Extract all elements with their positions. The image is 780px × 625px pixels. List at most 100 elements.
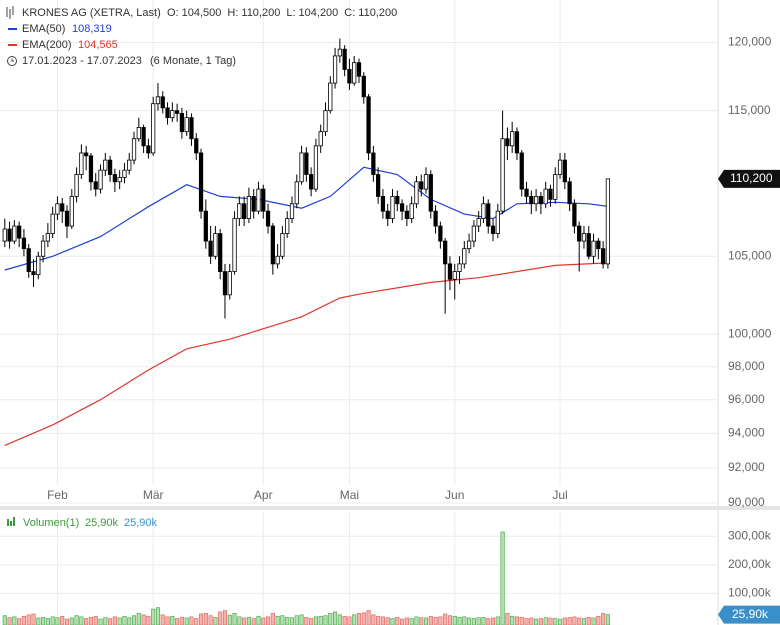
- candle-body: [251, 196, 256, 212]
- legend-value: 104,565: [78, 39, 118, 51]
- volume-bar: [98, 618, 103, 625]
- candle-body: [146, 145, 151, 154]
- candle-body: [361, 75, 366, 98]
- volume-bar: [323, 615, 328, 625]
- volume-bar: [423, 617, 429, 625]
- candle-body: [131, 138, 137, 161]
- grid: [0, 0, 718, 625]
- candle-body: [486, 203, 491, 227]
- candle-body: [55, 203, 60, 215]
- volume-bar: [189, 616, 194, 625]
- candle-body: [17, 225, 22, 239]
- candle-body: [237, 203, 242, 219]
- y-tick-label: 120,000: [728, 35, 772, 49]
- volume-bar: [304, 617, 309, 625]
- candle-body: [21, 237, 27, 250]
- volume-bar: [179, 617, 184, 625]
- candle-body: [198, 152, 204, 212]
- candle-body: [385, 210, 390, 219]
- candle-body: [103, 159, 108, 171]
- candle-body: [438, 225, 443, 242]
- candle-body: [433, 210, 438, 227]
- volume-bar: [390, 618, 395, 625]
- volume-bar: [457, 617, 462, 625]
- candle-body: [256, 188, 261, 212]
- volume-bar: [103, 617, 108, 625]
- volume-bar: [84, 618, 89, 625]
- candle-body: [261, 188, 266, 212]
- candle-body: [289, 203, 295, 219]
- x-tick-label: Mär: [143, 488, 164, 502]
- volume-bar: [261, 617, 266, 625]
- volume-bar: [108, 618, 113, 625]
- volume-bar: [165, 616, 170, 625]
- candle-body: [462, 248, 467, 265]
- y-tick-label: 100,000: [728, 327, 772, 341]
- volume-label: Volumen(1): [23, 517, 79, 529]
- marks: [2, 38, 611, 625]
- volume-bar: [285, 617, 290, 625]
- candle-body: [519, 152, 524, 190]
- candle-body: [366, 96, 371, 154]
- volume-bar: [299, 614, 304, 625]
- legend-value: 108,319: [72, 23, 112, 35]
- volume-badge-label: 25,90k: [732, 607, 769, 621]
- volume-bar: [17, 618, 22, 625]
- clock-hand: [11, 58, 14, 62]
- candle-body: [332, 55, 338, 84]
- volume-bar: [419, 617, 424, 625]
- candle-body: [79, 152, 84, 175]
- x-tick-label: Jul: [552, 488, 567, 502]
- candle-body: [189, 117, 194, 140]
- candle-body: [151, 103, 156, 154]
- candle-body: [342, 48, 347, 70]
- volume-bar: [184, 617, 189, 625]
- volume-bar: [591, 617, 596, 625]
- volume-bar: [433, 617, 438, 625]
- candle-body: [404, 210, 409, 219]
- x-tick-label: Mai: [340, 488, 359, 502]
- candle-body: [160, 96, 165, 109]
- ohlc-value: 104,200: [299, 7, 339, 19]
- candle-body: [203, 210, 208, 242]
- candle-body: [347, 69, 352, 84]
- volume-bar: [50, 616, 55, 625]
- candle-body: [390, 196, 395, 219]
- y-tick-label: 105,000: [728, 248, 772, 262]
- volume-bar: [237, 616, 242, 625]
- volume-bar: [309, 618, 314, 625]
- candle-body: [447, 263, 453, 280]
- volume-bar: [352, 614, 357, 625]
- candle-body: [280, 233, 285, 257]
- volume-bar: [74, 615, 79, 625]
- volume-tick-label: 200,00k: [728, 557, 772, 571]
- candle-body: [476, 218, 481, 227]
- candle-body: [452, 271, 457, 280]
- candle-body: [309, 174, 314, 190]
- volume-value: 25,90k: [124, 517, 158, 529]
- candle-body: [376, 174, 381, 197]
- candle-body: [184, 117, 189, 133]
- candle-body: [50, 213, 55, 234]
- candle-body: [371, 152, 376, 175]
- candle-body: [74, 174, 79, 197]
- candle-body: [562, 159, 567, 183]
- candle-body: [12, 225, 17, 242]
- candle-body: [548, 188, 553, 200]
- volume-bar: [141, 614, 146, 625]
- volume-bar: [7, 617, 12, 625]
- ohlc-label: O:: [167, 7, 179, 19]
- candle-body: [380, 196, 386, 212]
- candle-body: [241, 203, 247, 219]
- y-tick-label: 115,000: [728, 103, 771, 117]
- volume-bar: [581, 618, 587, 625]
- volume-bar: [170, 615, 175, 625]
- volume-bar: [155, 607, 161, 625]
- candle-body: [581, 233, 587, 242]
- legend-label: EMA(200): [22, 39, 72, 51]
- volume-bar: [328, 613, 333, 625]
- candle-body: [553, 174, 558, 200]
- candle-body: [510, 131, 515, 147]
- volume-bar: [275, 615, 280, 625]
- volume-bar: [208, 615, 213, 625]
